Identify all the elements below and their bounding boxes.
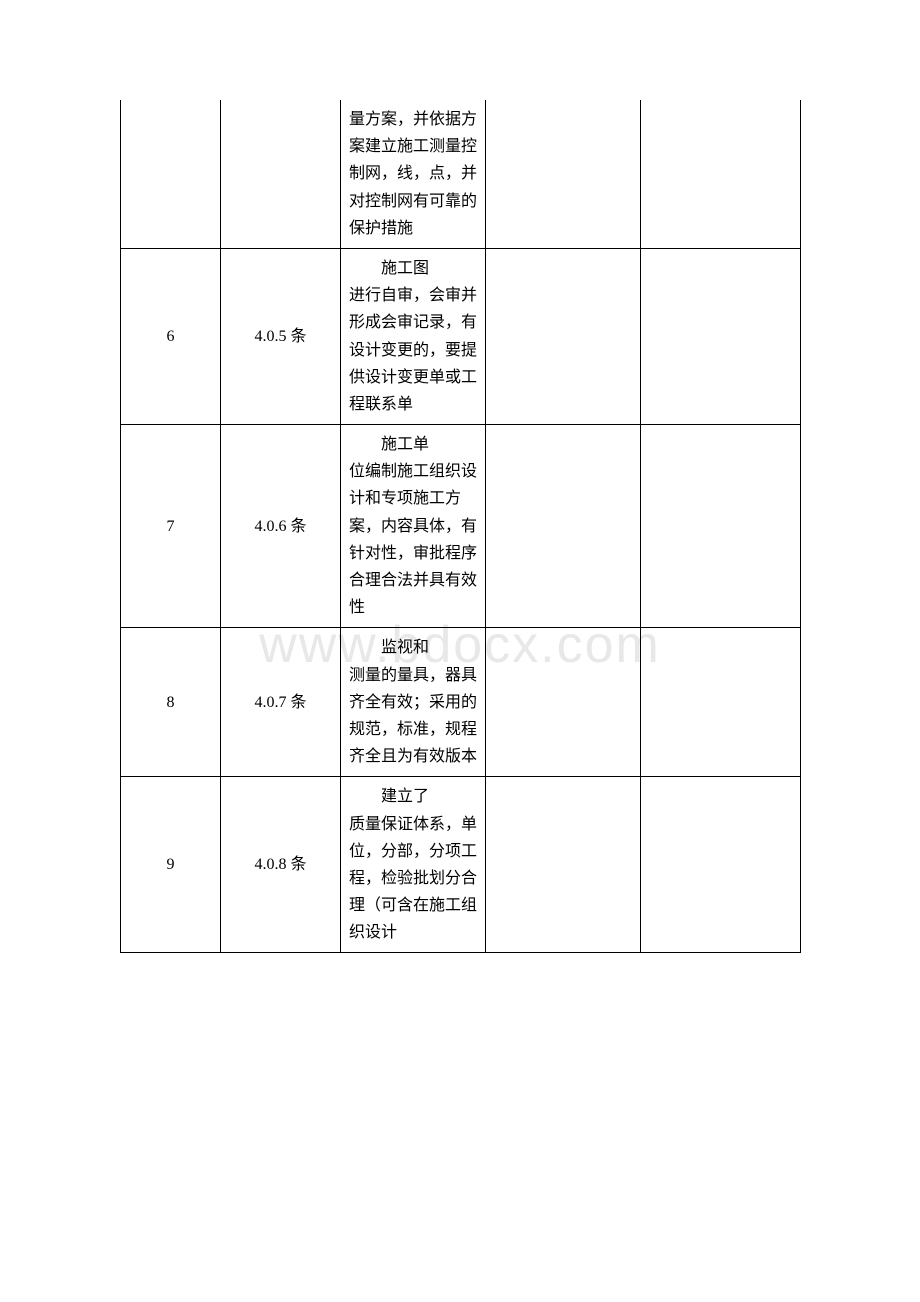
table-row: 6 4.0.5 条 施工图进行自审，会审并形成会审记录，有设计变更的，要提供设计… (121, 248, 801, 424)
cell-clause: 4.0.8 条 (221, 777, 341, 953)
desc-first-line: 建立了 (349, 783, 477, 810)
cell-empty (641, 425, 801, 628)
table-row: 7 4.0.6 条 施工单位编制施工组织设计和专项施工方案，内容具体，有针对性，… (121, 425, 801, 628)
cell-clause: 4.0.6 条 (221, 425, 341, 628)
cell-seq: 6 (121, 248, 221, 424)
cell-empty (486, 248, 641, 424)
desc-first-line: 施工单 (349, 431, 477, 458)
cell-empty (641, 100, 801, 248)
desc-rest: 进行自审，会审并形成会审记录，有设计变更的，要提供设计变更单或工程联系单 (349, 287, 477, 413)
desc-rest: 质量保证体系，单位，分部，分项工程，检验批划分合理（可含在施工组织设计 (349, 816, 477, 942)
table-container: 量方案，并依据方案建立施工测量控制网，线，点，并对控制网有可靠的保护措施 6 4… (120, 100, 800, 953)
desc-first-line: 监视和 (349, 634, 477, 661)
cell-empty (486, 425, 641, 628)
cell-empty (486, 777, 641, 953)
table-row: 9 4.0.8 条 建立了质量保证体系，单位，分部，分项工程，检验批划分合理（可… (121, 777, 801, 953)
cell-seq (121, 100, 221, 248)
table-row: 8 4.0.7 条 监视和测量的量具，器具齐全有效；采用的规范，标准，规程齐全且… (121, 628, 801, 777)
cell-clause: 4.0.5 条 (221, 248, 341, 424)
desc-first-line: 施工图 (349, 255, 477, 282)
cell-empty (641, 628, 801, 777)
desc-rest: 测量的量具，器具齐全有效；采用的规范，标准，规程齐全且为有效版本 (349, 667, 477, 766)
cell-seq: 7 (121, 425, 221, 628)
cell-desc: 建立了质量保证体系，单位，分部，分项工程，检验批划分合理（可含在施工组织设计 (341, 777, 486, 953)
table-row: 量方案，并依据方案建立施工测量控制网，线，点，并对控制网有可靠的保护措施 (121, 100, 801, 248)
cell-clause (221, 100, 341, 248)
cell-seq: 8 (121, 628, 221, 777)
cell-empty (641, 248, 801, 424)
cell-empty (486, 100, 641, 248)
cell-empty (486, 628, 641, 777)
cell-desc: 施工图进行自审，会审并形成会审记录，有设计变更的，要提供设计变更单或工程联系单 (341, 248, 486, 424)
cell-empty (641, 777, 801, 953)
cell-clause: 4.0.7 条 (221, 628, 341, 777)
cell-desc: 监视和测量的量具，器具齐全有效；采用的规范，标准，规程齐全且为有效版本 (341, 628, 486, 777)
cell-desc: 量方案，并依据方案建立施工测量控制网，线，点，并对控制网有可靠的保护措施 (341, 100, 486, 248)
cell-desc: 施工单位编制施工组织设计和专项施工方案，内容具体，有针对性，审批程序合理合法并具… (341, 425, 486, 628)
document-table: 量方案，并依据方案建立施工测量控制网，线，点，并对控制网有可靠的保护措施 6 4… (120, 100, 801, 953)
cell-seq: 9 (121, 777, 221, 953)
desc-rest: 位编制施工组织设计和专项施工方案，内容具体，有针对性，审批程序合理合法并具有效性 (349, 463, 477, 616)
